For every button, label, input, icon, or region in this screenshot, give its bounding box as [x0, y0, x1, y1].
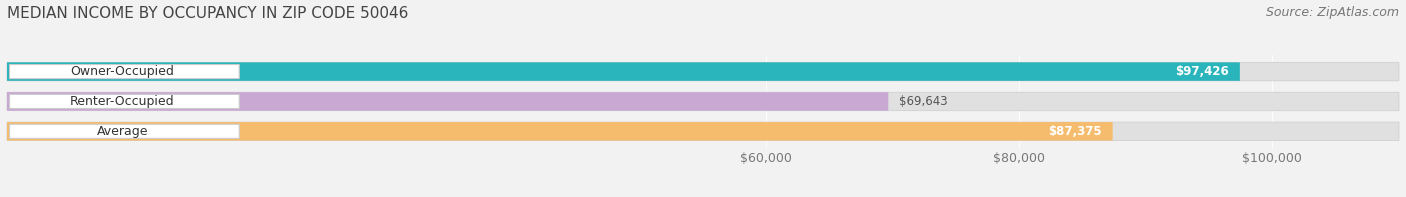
Text: Owner-Occupied: Owner-Occupied	[70, 65, 174, 78]
FancyBboxPatch shape	[7, 92, 1399, 111]
FancyBboxPatch shape	[7, 92, 889, 111]
Text: MEDIAN INCOME BY OCCUPANCY IN ZIP CODE 50046: MEDIAN INCOME BY OCCUPANCY IN ZIP CODE 5…	[7, 6, 408, 21]
FancyBboxPatch shape	[7, 62, 1240, 81]
FancyBboxPatch shape	[7, 122, 1399, 141]
Text: $97,426: $97,426	[1175, 65, 1229, 78]
FancyBboxPatch shape	[10, 65, 239, 79]
FancyBboxPatch shape	[10, 124, 239, 138]
Text: Renter-Occupied: Renter-Occupied	[70, 95, 174, 108]
Text: Average: Average	[97, 125, 148, 138]
FancyBboxPatch shape	[7, 122, 1112, 141]
Text: $69,643: $69,643	[900, 95, 948, 108]
FancyBboxPatch shape	[10, 94, 239, 109]
Text: $87,375: $87,375	[1047, 125, 1101, 138]
Text: Source: ZipAtlas.com: Source: ZipAtlas.com	[1265, 6, 1399, 19]
FancyBboxPatch shape	[7, 62, 1399, 81]
